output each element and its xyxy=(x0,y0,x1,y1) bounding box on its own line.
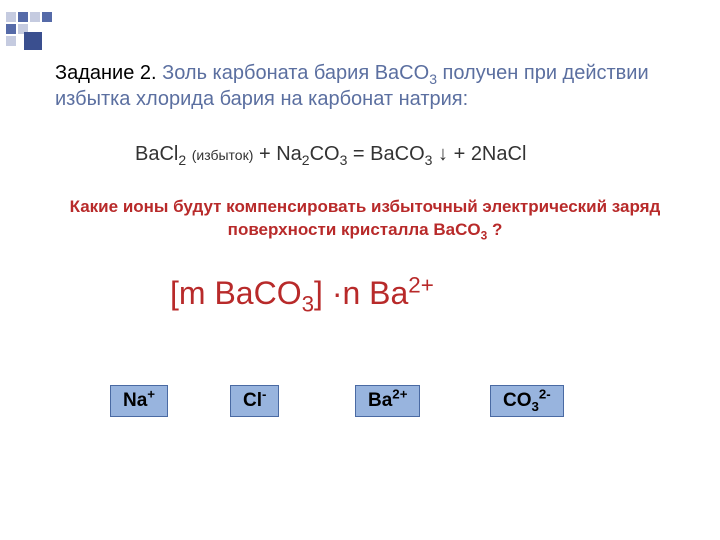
deco-square xyxy=(24,32,42,50)
task-label: Задание 2. xyxy=(55,62,162,84)
task-text: Задание 2. Золь карбоната бария BaCO3 по… xyxy=(55,60,655,112)
deco-square xyxy=(6,36,16,46)
deco-square xyxy=(18,12,28,22)
ion-option-na[interactable]: Na+ xyxy=(110,385,168,417)
deco-square xyxy=(6,24,16,34)
deco-square xyxy=(6,12,16,22)
ion-option-cl[interactable]: Cl- xyxy=(230,385,279,417)
micelle-formula: [m BaCO3] ·n Ba2+ xyxy=(170,275,434,312)
question-text: Какие ионы будут компенсировать избыточн… xyxy=(55,196,675,242)
deco-square xyxy=(30,12,40,22)
slide: Задание 2. Золь карбоната бария BaCO3 по… xyxy=(0,0,720,540)
deco-square xyxy=(42,12,52,22)
ion-option-ba[interactable]: Ba2+ xyxy=(355,385,420,417)
ion-option-co3[interactable]: CO32- xyxy=(490,385,564,417)
chemical-equation: BaCl2 (избыток) + Na2CO3 = BaCO3 ↓ + 2Na… xyxy=(135,143,526,166)
